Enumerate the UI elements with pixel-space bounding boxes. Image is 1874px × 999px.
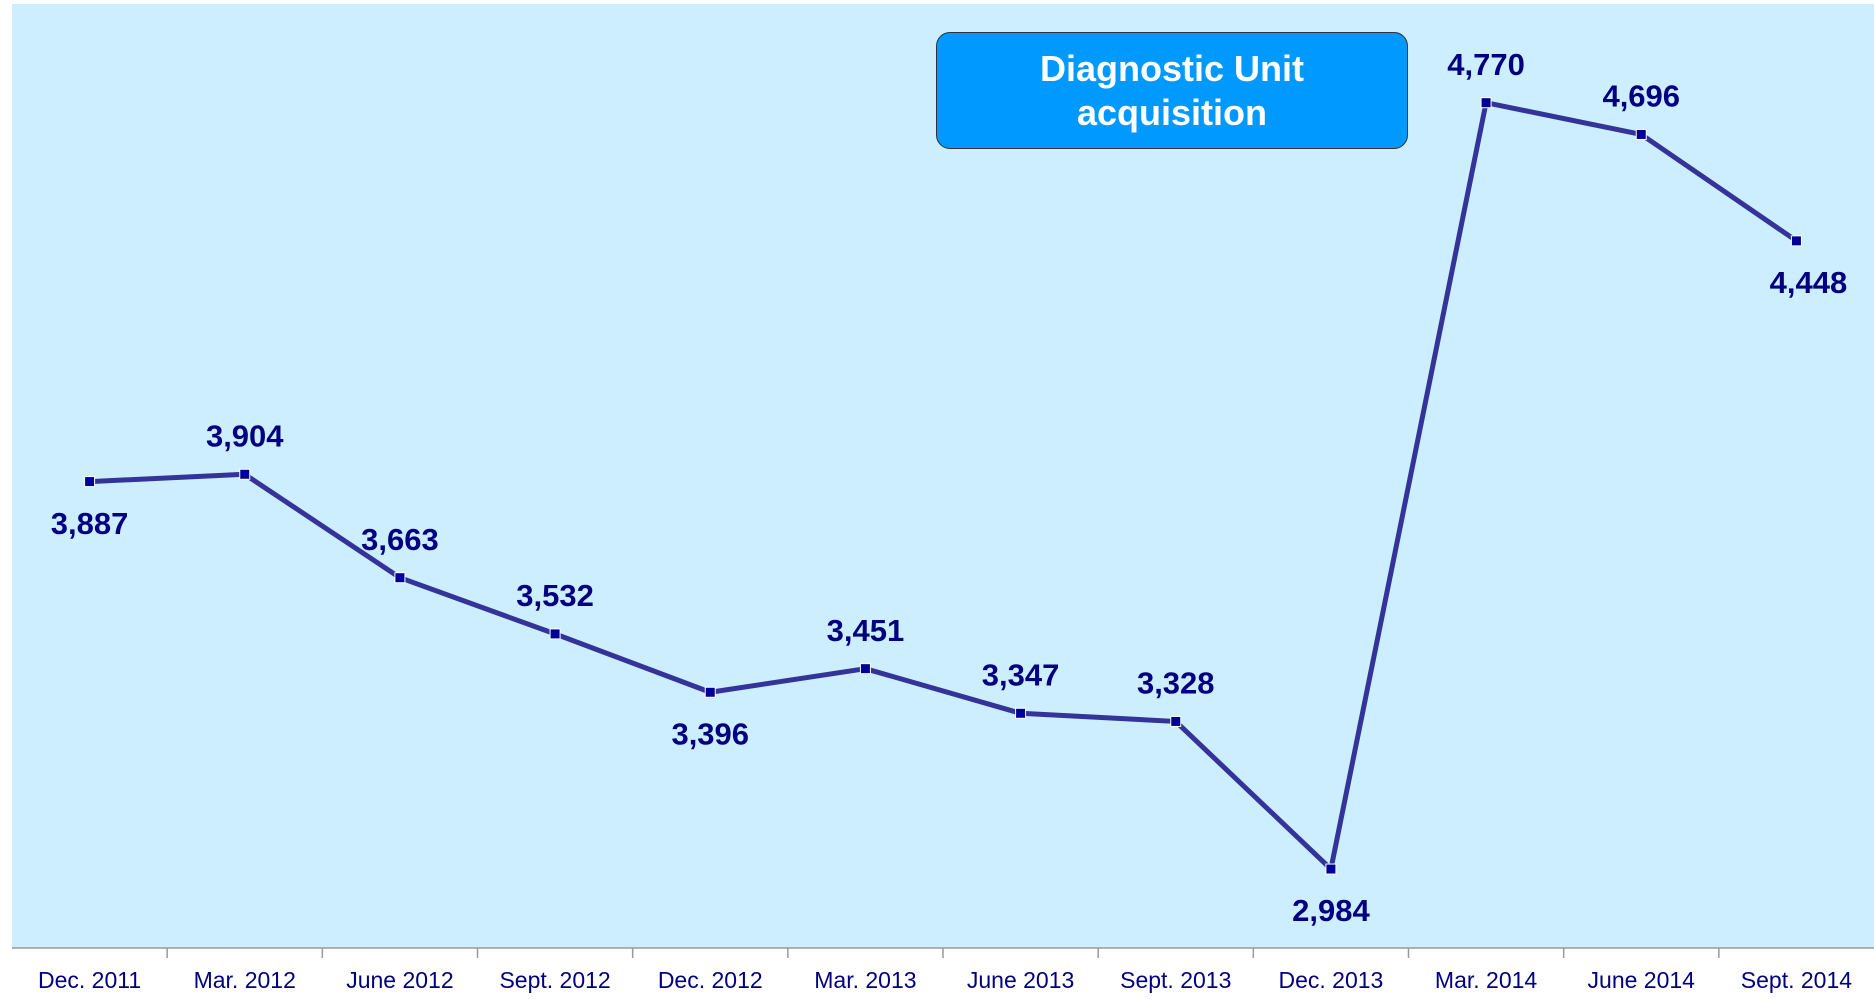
marker bbox=[1170, 715, 1182, 727]
x-tick-label: June 2013 bbox=[967, 967, 1074, 993]
value-label: 3,887 bbox=[51, 506, 129, 541]
x-tick-label: Sept. 2014 bbox=[1741, 967, 1852, 993]
x-tick-label: Dec. 2011 bbox=[38, 967, 141, 993]
x-tick-label: Sept. 2012 bbox=[499, 967, 610, 993]
line bbox=[89, 100, 1798, 872]
x-tick-label: Dec. 2012 bbox=[658, 967, 763, 993]
marker bbox=[859, 663, 871, 675]
marker bbox=[1790, 235, 1802, 247]
value-label: 2,984 bbox=[1292, 893, 1370, 928]
value-label: 3,451 bbox=[827, 613, 905, 648]
marker bbox=[704, 686, 716, 698]
marker bbox=[84, 476, 96, 488]
x-tick-label: June 2014 bbox=[1588, 967, 1696, 993]
value-label: 3,904 bbox=[206, 418, 284, 453]
value-label: 4,770 bbox=[1447, 47, 1525, 82]
value-label: 3,532 bbox=[516, 578, 594, 613]
plot-area bbox=[12, 4, 1874, 948]
marker bbox=[549, 628, 561, 640]
x-tick-label: Sept. 2013 bbox=[1120, 967, 1231, 993]
x-tick-label: Mar. 2013 bbox=[814, 967, 916, 993]
annotation: Diagnostic Unit acquisition bbox=[936, 32, 1408, 149]
value-label: 3,347 bbox=[982, 657, 1060, 692]
value-label: 4,448 bbox=[1770, 265, 1848, 300]
x-tick-label: Mar. 2012 bbox=[194, 967, 296, 993]
marker bbox=[1635, 128, 1647, 140]
x-tick-label: Mar. 2014 bbox=[1435, 967, 1537, 993]
value-label: 3,396 bbox=[671, 716, 749, 751]
marker bbox=[1480, 97, 1492, 109]
x-tick-label: June 2012 bbox=[346, 967, 453, 993]
value-label: 3,663 bbox=[361, 522, 439, 557]
value-label: 4,696 bbox=[1602, 79, 1680, 114]
marker bbox=[239, 468, 251, 480]
value-label: 3,328 bbox=[1137, 666, 1215, 701]
x-tick-label: Dec. 2013 bbox=[1278, 967, 1383, 993]
marker bbox=[1325, 863, 1337, 875]
marker bbox=[1015, 707, 1027, 719]
marker bbox=[394, 572, 406, 584]
